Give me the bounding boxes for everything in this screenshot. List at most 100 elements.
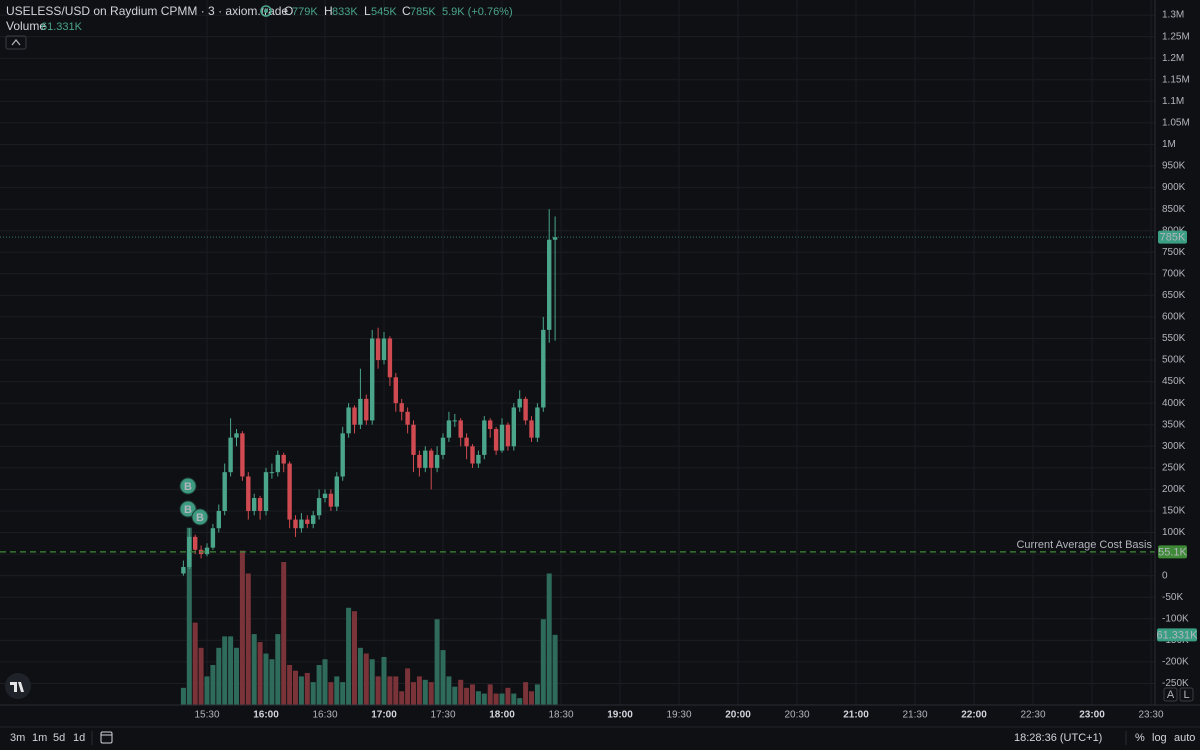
candle-body (505, 424, 511, 447)
legend-open: 779K (292, 6, 318, 18)
candle-body (470, 446, 475, 464)
volume-bar (363, 653, 369, 705)
volume-bar (239, 550, 245, 705)
candle-body (381, 338, 387, 361)
buy-marker[interactable] (191, 508, 209, 526)
y-tick-label: 1.2M (1162, 53, 1184, 64)
buy-marker[interactable] (179, 477, 197, 495)
candle-body (440, 437, 446, 455)
candle-body (316, 498, 322, 516)
candle-body (311, 515, 316, 524)
legend-key-open: O (284, 4, 293, 18)
logo-mark (10, 682, 24, 692)
logo[interactable] (5, 673, 31, 699)
volume-bar (287, 664, 293, 705)
volume-bar (369, 659, 375, 705)
candle-body (529, 420, 534, 438)
candle-body (535, 407, 540, 438)
volume-bar (552, 634, 558, 705)
y-tick-label: 950K (1162, 161, 1186, 172)
cost-basis-badge (1158, 545, 1187, 559)
cost-basis-title: Current Average Cost Basis (1016, 539, 1152, 551)
visibility-icon[interactable] (260, 5, 272, 17)
volume-bar (534, 684, 540, 705)
volume-bar (428, 682, 434, 705)
volume-bar (481, 693, 487, 705)
volume-bar (517, 698, 523, 705)
candle-body (193, 536, 198, 550)
candle-body (275, 454, 280, 473)
volume-bar (452, 686, 458, 705)
buy-marker[interactable] (179, 500, 197, 518)
y-tick-label: -250K (1162, 678, 1189, 689)
buy-markers: B B B (179, 477, 209, 526)
y-tick-label: 400K (1162, 398, 1186, 409)
candle-body (547, 239, 552, 330)
y-tick-label: 1.05M (1162, 118, 1190, 129)
candle-body (387, 338, 393, 378)
legend-low: 545K (371, 6, 397, 18)
volume-bar (405, 668, 411, 705)
candle-body (210, 528, 216, 548)
candle-body (246, 476, 251, 511)
volume-bar (180, 687, 186, 705)
buy-marker-label: B (184, 504, 192, 516)
auto-button[interactable]: auto (1174, 732, 1195, 744)
range-button[interactable]: 3m (10, 732, 25, 744)
range-button[interactable]: 1m (32, 732, 47, 744)
x-tick-label: 16:00 (253, 710, 279, 721)
collapse-icon (11, 39, 21, 46)
volume-badge-label: 61.331K (1157, 629, 1199, 641)
candle-body (429, 450, 434, 468)
candle-body (523, 398, 528, 421)
range-button[interactable]: 1d (73, 732, 85, 744)
volume-bar (446, 676, 452, 705)
auto-scale-button[interactable] (1163, 687, 1178, 702)
candle-body (181, 567, 186, 574)
volume-bar (316, 664, 322, 705)
candle-body (234, 433, 239, 438)
volume-bar (375, 676, 381, 705)
candle-body (375, 338, 381, 361)
legend-change: 5.9K (+0.76%) (442, 6, 513, 18)
collapse-button[interactable] (5, 35, 27, 50)
candle-body (493, 429, 499, 451)
volume-bar (470, 684, 475, 705)
volume-bar (464, 687, 470, 705)
range-button[interactable]: 5d (53, 732, 65, 744)
volume-bar (310, 682, 316, 705)
x-tick-label: 16:30 (312, 710, 337, 721)
volume-value: 61.331K (41, 21, 83, 33)
volume-bar (352, 611, 357, 705)
volume-bar (328, 682, 334, 705)
legend-key-close: C (402, 4, 411, 18)
volume-bar (393, 676, 399, 705)
x-tick-label: 19:00 (607, 710, 633, 721)
candle-body (411, 424, 416, 455)
auto-scale-label: A (1167, 689, 1175, 701)
log-button[interactable]: log (1152, 732, 1167, 744)
y-tick-label: 900K (1162, 182, 1186, 193)
candle-body (511, 407, 516, 447)
clock: 18:28:36 (UTC+1) (1014, 732, 1102, 744)
volume-bar (298, 676, 304, 705)
candle-body (452, 420, 457, 422)
x-tick-label: 21:00 (843, 710, 869, 721)
candle-body (305, 519, 310, 524)
legend-high: 833K (332, 6, 358, 18)
volume-bar (275, 634, 281, 705)
volume-bar (499, 693, 505, 705)
x-tick-label: 22:00 (961, 710, 987, 721)
volume-bar (198, 647, 204, 705)
log-scale-button[interactable] (1179, 687, 1194, 702)
date-range-button[interactable] (100, 731, 113, 744)
candles (181, 209, 558, 576)
y-tick-label: -100K (1162, 613, 1189, 624)
volume-bar (346, 607, 352, 705)
percent-button[interactable]: % (1135, 732, 1145, 744)
x-tick-label: 17:30 (430, 710, 455, 721)
candle-body (340, 433, 345, 477)
volume-bar (334, 676, 340, 705)
overlays: Current Average Cost Basis (0, 236, 1155, 553)
y-tick-label: 300K (1162, 441, 1186, 452)
